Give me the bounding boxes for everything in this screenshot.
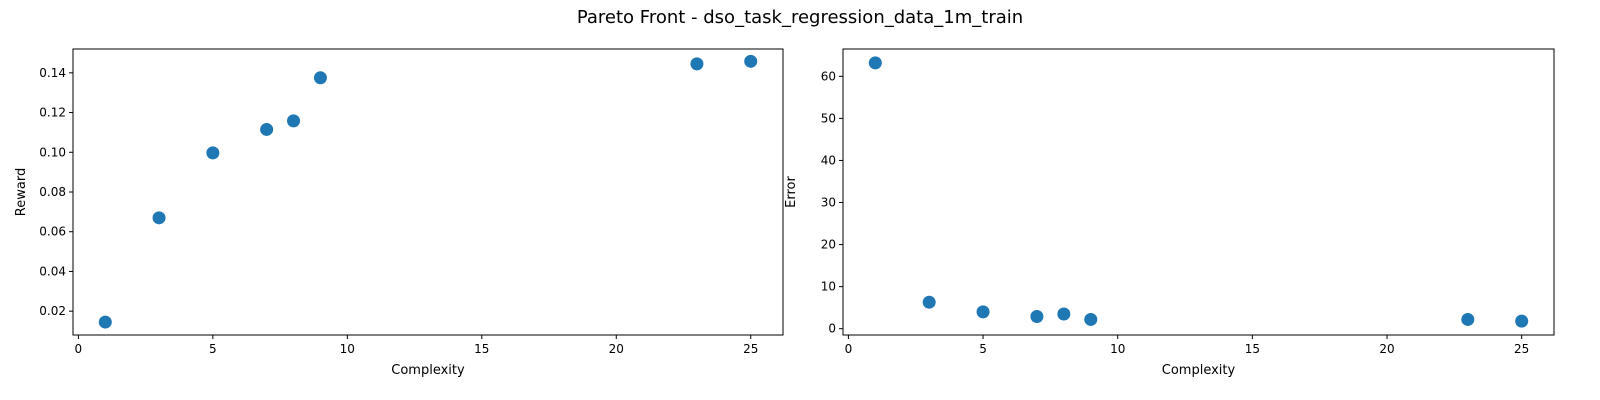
reward-y-tick-label: 0.12 — [39, 106, 66, 120]
reward-data-point — [744, 54, 758, 68]
error-y-tick-label: 0 — [828, 322, 836, 336]
reward-x-tick-label: 0 — [75, 342, 83, 356]
error-x-tick-label: 20 — [1379, 342, 1394, 356]
error-x-tick-label: 25 — [1514, 342, 1529, 356]
reward-data-point — [98, 315, 112, 329]
error-data-point — [1084, 312, 1098, 326]
error-x-axis-label: Complexity — [1162, 363, 1236, 378]
reward-vs-complexity-chart: 0 5 10 15 20 25 0.02 0.04 0.06 0.08 0.10 0.12 0.14 Co… — [14, 48, 784, 378]
reward-data-point — [313, 71, 327, 85]
reward-y-tick-label: 0.04 — [39, 264, 66, 278]
reward-x-axis-label: Complexity — [391, 363, 465, 378]
reward-y-tick-label: 0.14 — [39, 66, 66, 80]
error-y-tick-label: 40 — [821, 153, 836, 167]
reward-y-axis-label: Reward — [14, 168, 29, 216]
error-y-tick-label: 10 — [821, 280, 836, 294]
reward-y-tick-label: 0.02 — [39, 304, 66, 318]
reward-y-tick-label: 0.08 — [39, 185, 66, 199]
error-x-tick-label: 10 — [1110, 342, 1125, 356]
error-y-tick-label: 30 — [821, 196, 836, 210]
error-x-tick-label: 15 — [1245, 342, 1260, 356]
reward-x-tick-label: 5 — [209, 342, 217, 356]
reward-y-tick-label: 0.06 — [39, 225, 66, 239]
reward-data-point — [690, 57, 704, 71]
reward-data-point — [287, 114, 301, 128]
error-vs-complexity-chart: 0 5 10 15 20 25 0 10 20 30 40 50 60 Complexity Error — [784, 48, 1555, 378]
error-data-point — [1461, 312, 1475, 326]
error-data-point — [868, 56, 882, 70]
error-data-point — [922, 295, 936, 309]
error-data-point — [1515, 314, 1529, 328]
reward-data-point — [152, 211, 166, 225]
error-y-tick-label: 60 — [821, 69, 836, 83]
error-plot-frame — [842, 48, 1555, 336]
error-y-tick-label: 20 — [821, 238, 836, 252]
reward-y-tick-label: 0.10 — [39, 145, 66, 159]
figure-title: Pareto Front - dso_task_regression_data_… — [577, 7, 1023, 28]
reward-x-tick-label: 25 — [743, 342, 758, 356]
error-x-tick-label: 0 — [845, 342, 853, 356]
reward-x-tick-label: 20 — [609, 342, 624, 356]
error-y-axis-label: Error — [784, 176, 799, 208]
error-data-point — [976, 305, 990, 319]
reward-x-tick-label: 10 — [340, 342, 355, 356]
reward-data-point — [206, 146, 220, 160]
error-y-tick-label: 50 — [821, 111, 836, 125]
reward-x-tick-label: 15 — [474, 342, 489, 356]
reward-data-point — [260, 122, 274, 136]
error-data-point — [1057, 307, 1071, 321]
error-x-tick-label: 5 — [979, 342, 987, 356]
error-data-point — [1030, 309, 1044, 323]
